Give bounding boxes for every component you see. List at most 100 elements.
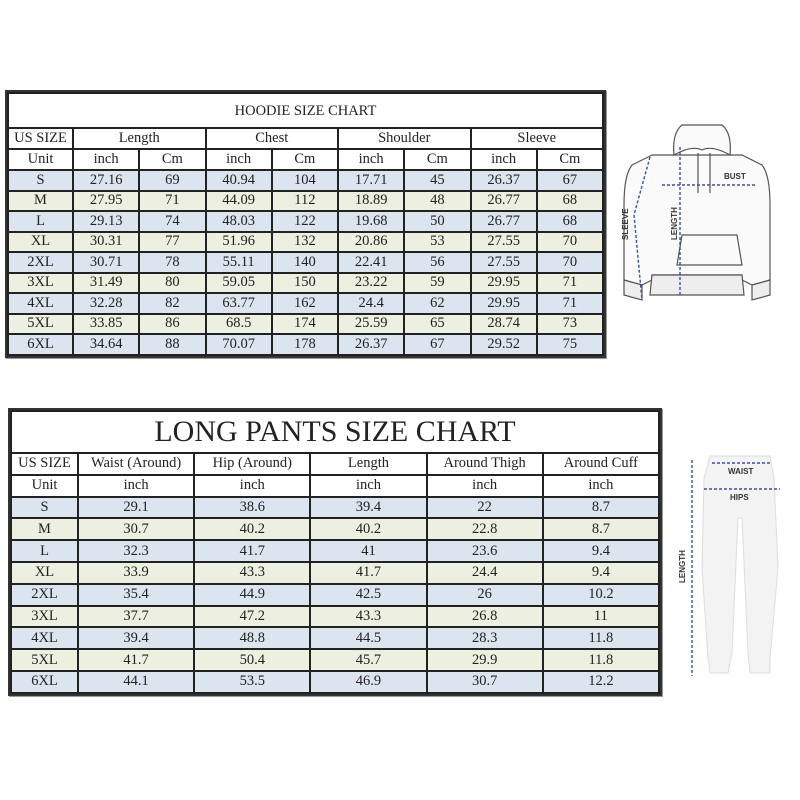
- table-row: 5XL 41.7 50.4 45.7 29.9 11.8: [10, 648, 661, 672]
- table-row: S 27.16 69 40.94 104 17.71 45 26.37 67: [7, 169, 605, 192]
- value-cell: 26.77: [469, 189, 538, 212]
- value-cell: 32.3: [76, 539, 196, 563]
- value-cell: 59.05: [204, 271, 273, 294]
- value-cell: 27.16: [71, 169, 141, 192]
- value-cell: 29.9: [425, 648, 544, 672]
- table-row: L 29.13 74 48.03 122 19.68 50 26.77 68: [7, 210, 605, 233]
- size-cell: S: [10, 495, 79, 520]
- value-cell: 82: [138, 292, 207, 315]
- value-cell: 29.95: [469, 292, 538, 315]
- value-cell: 77: [138, 230, 207, 253]
- value-cell: 59: [403, 271, 472, 294]
- value-cell: 39.4: [309, 495, 428, 520]
- value-cell: 88: [138, 333, 207, 356]
- size-header: US SIZE: [7, 127, 74, 150]
- value-cell: 40.2: [193, 517, 312, 542]
- value-cell: 43.3: [193, 560, 312, 585]
- header-row: US SIZE Length Chest Shoulder Sleeve: [7, 127, 604, 150]
- value-cell: 70: [535, 251, 605, 274]
- value-cell: 56: [403, 251, 472, 274]
- unit-cell: inch: [204, 148, 273, 171]
- size-cell: 2XL: [7, 251, 74, 274]
- size-cell: 4XL: [10, 626, 79, 651]
- value-cell: 53: [403, 230, 472, 253]
- hoodie-size-chart: HOODIE SIZE CHART US SIZE Length Chest Shoul…: [5, 90, 606, 358]
- value-cell: 122: [270, 210, 340, 233]
- value-cell: 178: [270, 333, 340, 356]
- size-header: US SIZE: [10, 452, 79, 476]
- value-cell: 44.5: [309, 626, 428, 651]
- value-cell: 41.7: [76, 648, 196, 672]
- value-cell: 20.86: [336, 230, 406, 253]
- value-cell: 9.4: [541, 560, 661, 585]
- size-cell: S: [7, 169, 74, 192]
- value-cell: 53.5: [193, 669, 312, 694]
- value-cell: 23.6: [425, 539, 544, 563]
- hoodie-illustration: BUST LENGTH SLEEVE: [621, 124, 771, 301]
- size-cell: L: [10, 539, 79, 563]
- value-cell: 22.41: [336, 251, 406, 274]
- unit-cell: inch: [309, 473, 428, 498]
- bust-label: BUST: [724, 172, 746, 181]
- value-cell: 162: [270, 292, 340, 315]
- value-cell: 11.8: [541, 648, 661, 672]
- table-row: L 32.3 41.7 41 23.6 9.4: [10, 539, 661, 563]
- value-cell: 34.64: [71, 333, 141, 356]
- value-cell: 19.68: [336, 210, 406, 233]
- value-cell: 70.07: [204, 333, 273, 356]
- hips-label: HIPS: [730, 493, 749, 502]
- value-cell: 71: [535, 292, 605, 315]
- value-cell: 86: [138, 312, 207, 335]
- column-header: Chest: [204, 127, 339, 150]
- value-cell: 38.6: [193, 495, 312, 520]
- size-cell: 6XL: [10, 669, 79, 694]
- length-label: LENGTH: [670, 207, 679, 240]
- sleeve-label: SLEEVE: [621, 208, 630, 240]
- table-row: 3XL 37.7 47.2 43.3 26.8 11: [10, 604, 661, 629]
- value-cell: 62: [403, 292, 472, 315]
- table-row: XL 33.9 43.3 41.7 24.4 9.4: [10, 560, 661, 585]
- table-row: 2XL 30.71 78 55.11 140 22.41 56 27.55 70: [7, 251, 605, 274]
- value-cell: 50.4: [193, 648, 312, 672]
- value-cell: 35.4: [76, 582, 196, 607]
- value-cell: 25.59: [336, 312, 406, 335]
- value-cell: 41.7: [193, 539, 312, 563]
- unit-cell: inch: [541, 473, 661, 498]
- value-cell: 78: [138, 251, 207, 274]
- table-row: 6XL 44.1 53.5 46.9 30.7 12.2: [10, 669, 661, 694]
- hoodie-size-table: HOODIE SIZE CHART US SIZE Length Chest Shoul…: [7, 92, 605, 356]
- chart-title: LONG PANTS SIZE CHART: [10, 410, 660, 454]
- value-cell: 10.2: [541, 582, 661, 607]
- value-cell: 48: [403, 189, 472, 212]
- value-cell: 30.7: [76, 517, 196, 542]
- column-header: Sleeve: [469, 127, 604, 150]
- value-cell: 67: [535, 169, 605, 192]
- size-cell: XL: [10, 560, 79, 585]
- value-cell: 18.89: [336, 189, 406, 212]
- value-cell: 70: [535, 230, 605, 253]
- value-cell: 48.8: [193, 626, 312, 651]
- value-cell: 51.96: [204, 230, 273, 253]
- value-cell: 44.1: [76, 669, 196, 694]
- value-cell: 11.8: [541, 626, 661, 651]
- value-cell: 27.55: [469, 251, 538, 274]
- value-cell: 29.52: [469, 333, 538, 356]
- value-cell: 68.5: [204, 312, 273, 335]
- value-cell: 150: [270, 271, 340, 294]
- unit-row: Unit inch Cm inch Cm inch Cm inch Cm: [7, 148, 605, 171]
- unit-header: Unit: [7, 148, 74, 171]
- value-cell: 39.4: [76, 626, 196, 651]
- value-cell: 29.1: [76, 495, 196, 520]
- value-cell: 24.4: [336, 292, 406, 315]
- size-cell: XL: [7, 230, 74, 253]
- table-row: M 30.7 40.2 40.2 22.8 8.7: [10, 517, 661, 542]
- value-cell: 43.3: [309, 604, 428, 629]
- value-cell: 63.77: [204, 292, 273, 315]
- value-cell: 37.7: [76, 604, 196, 629]
- header-row: US SIZE Waist (Around) Hip (Around) Length A…: [10, 452, 661, 476]
- waist-label: WAIST: [728, 467, 753, 476]
- value-cell: 8.7: [541, 517, 661, 542]
- value-cell: 69: [138, 169, 207, 192]
- value-cell: 55.11: [204, 251, 273, 274]
- title-row: LONG PANTS SIZE CHART: [10, 410, 660, 454]
